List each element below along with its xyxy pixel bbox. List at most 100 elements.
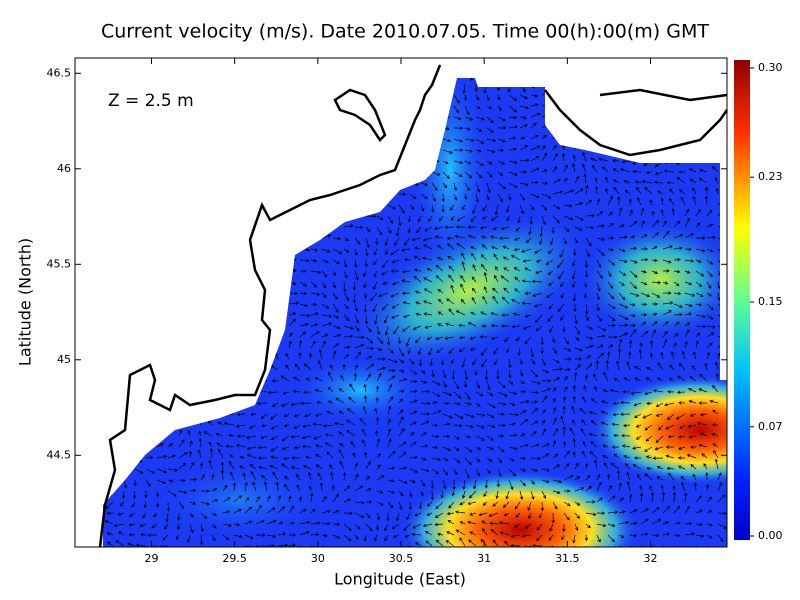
arrow [442, 138, 452, 143]
arrow [530, 347, 535, 358]
arrow [453, 391, 462, 399]
arrow [401, 291, 411, 295]
arrow [585, 237, 592, 247]
arrow [343, 292, 350, 302]
arrow [365, 461, 371, 470]
arrow [446, 531, 455, 536]
arrow [706, 248, 714, 253]
arrow [640, 220, 645, 228]
arrow [574, 501, 581, 506]
arrow [333, 421, 345, 426]
arrow [640, 321, 647, 327]
arrow [332, 248, 343, 254]
arrow [467, 501, 477, 506]
arrow [365, 226, 371, 233]
arrow [655, 435, 664, 443]
arrow [621, 444, 631, 448]
arrow [651, 258, 658, 263]
arrow [489, 235, 499, 239]
arrow [522, 259, 532, 263]
arrow [501, 313, 510, 317]
arrow [717, 472, 722, 481]
arrow [365, 346, 375, 351]
arrow [486, 424, 496, 429]
arrow [244, 481, 248, 492]
arrow [387, 383, 393, 393]
arrow [506, 347, 510, 354]
arrow [596, 211, 604, 217]
arrow [257, 445, 268, 450]
arrow [513, 523, 521, 528]
arrow [189, 501, 197, 505]
arrow [363, 303, 368, 313]
arrow [563, 237, 567, 245]
arrow [500, 226, 510, 231]
arrow [365, 355, 373, 360]
arrow [572, 259, 576, 267]
arrow [641, 179, 653, 184]
arrow [197, 449, 202, 459]
arrow [584, 374, 589, 382]
arrow [552, 336, 556, 344]
arrow [200, 474, 205, 481]
arrow [552, 165, 558, 173]
arrow [492, 539, 499, 547]
arrow [508, 160, 518, 165]
arrow [698, 401, 708, 405]
arrow [373, 248, 378, 256]
arrow [552, 417, 557, 426]
arrow [375, 396, 379, 404]
arrow [412, 325, 422, 330]
arrow [235, 443, 246, 448]
arrow [624, 189, 631, 195]
arrow [673, 291, 682, 296]
arrow [626, 481, 631, 492]
arrow [552, 144, 557, 151]
arrow [414, 512, 422, 517]
arrow [596, 344, 604, 349]
arrow [519, 479, 526, 487]
arrow [384, 237, 389, 247]
arrow [376, 490, 384, 494]
arrow [519, 369, 524, 377]
arrow [440, 358, 445, 366]
arrow [451, 490, 455, 497]
arrow [464, 138, 475, 142]
arrow [497, 434, 505, 438]
arrow [585, 355, 591, 360]
arrow [392, 534, 400, 539]
arrow [541, 443, 550, 448]
arrow [552, 453, 559, 459]
arrow [252, 481, 257, 492]
arrow [712, 443, 719, 448]
arrow [376, 366, 387, 371]
arrow [448, 347, 455, 355]
arrow [373, 534, 378, 542]
arrow [299, 291, 308, 296]
arrow [552, 387, 557, 393]
arrow [470, 245, 477, 250]
arrow [464, 446, 473, 453]
arrow [326, 410, 334, 415]
arrow [321, 234, 332, 239]
arrow [455, 510, 466, 514]
arrow [596, 198, 601, 206]
arrow [684, 292, 696, 297]
arrow [695, 208, 701, 217]
arrow [155, 501, 160, 508]
arrow [607, 195, 613, 206]
arrow [361, 439, 367, 448]
arrow [534, 248, 543, 254]
arrow [233, 522, 241, 527]
arrow [363, 270, 367, 278]
arrow [460, 274, 466, 283]
arrow [409, 369, 418, 375]
arrow [326, 451, 334, 459]
arrow [245, 435, 257, 440]
arrow [257, 456, 268, 460]
arrow [612, 159, 620, 163]
arrow [677, 375, 686, 382]
arrow [530, 400, 539, 404]
arrow [519, 490, 524, 500]
